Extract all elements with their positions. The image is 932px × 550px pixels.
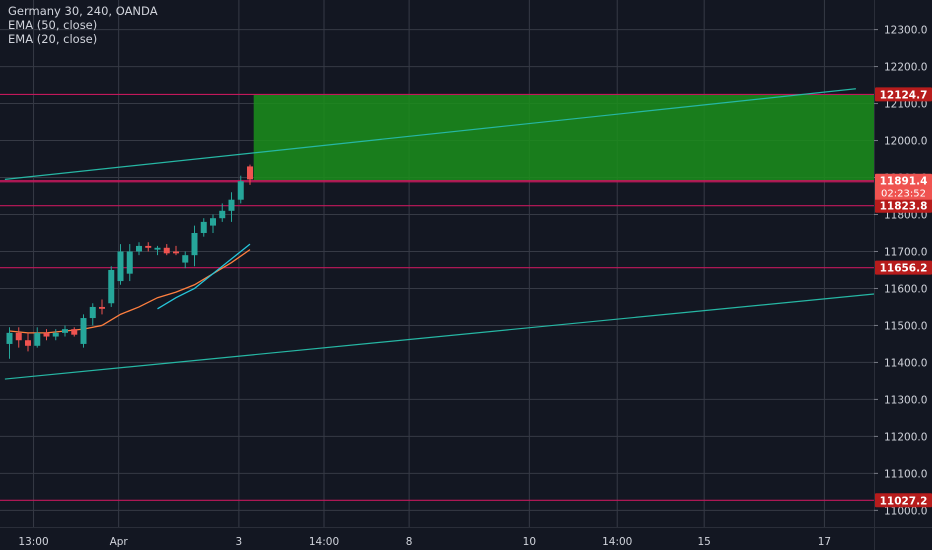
x-tick-label: 17 [818, 536, 831, 548]
level-price-label: 11656.2 [880, 263, 928, 275]
level-price-label: 11823.8 [880, 201, 928, 213]
y-tick-label: 11600.0 [884, 283, 927, 295]
candle-body [108, 269, 115, 304]
candle-body [52, 332, 59, 337]
trendline[interactable] [4, 293, 875, 380]
current-price-label-bg [875, 173, 932, 188]
candles [6, 164, 253, 359]
y-tick-label: 12000.0 [884, 136, 927, 148]
trendlines[interactable] [4, 88, 875, 380]
horizontal-levels[interactable] [0, 93, 874, 501]
countdown-label: 02:23:52 [881, 189, 926, 200]
candle-body [126, 251, 133, 274]
candle-body [191, 232, 198, 256]
countdown-bg [875, 186, 932, 200]
y-tick-label: 11700.0 [884, 246, 927, 258]
y-tick-label: 11000.0 [884, 505, 927, 517]
candle-body [136, 245, 142, 252]
x-tick-label: 8 [406, 536, 413, 548]
candle-body [154, 247, 161, 250]
candle-body [34, 332, 41, 346]
y-tick-label: 11500.0 [884, 320, 927, 332]
candle-body [145, 245, 152, 248]
price-labels: 12124.711888.411823.811656.211027.211891… [875, 87, 932, 508]
current-price-label: 11891.4 [880, 176, 928, 188]
target-zone[interactable] [253, 94, 874, 181]
chart-title[interactable]: Germany 30, 240, OANDA [8, 4, 158, 18]
candle-body [173, 251, 179, 254]
candle-body [80, 318, 87, 344]
candle-body [15, 332, 22, 341]
candle-body [163, 247, 170, 254]
level-price-label-bg [875, 493, 932, 508]
legend-ema-50[interactable]: EMA (50, close) [8, 18, 98, 32]
candle-body [210, 218, 216, 226]
candle-body [200, 221, 207, 233]
trendline[interactable] [4, 88, 856, 180]
candle-body [99, 306, 105, 309]
level-price-label: 12124.7 [880, 89, 928, 101]
y-tick-label: 12200.0 [884, 62, 927, 74]
y-tick-label: 11300.0 [884, 394, 927, 406]
y-tick-label: 12300.0 [884, 25, 927, 37]
x-tick-label: 3 [236, 536, 243, 548]
candle-body [43, 332, 50, 337]
x-tick-label: 10 [523, 536, 536, 548]
candle-body [117, 251, 124, 282]
candle-body [182, 255, 189, 263]
ema-50-line [157, 243, 251, 310]
level-price-label-bg [875, 260, 932, 275]
level-price-label: 11027.2 [880, 495, 928, 507]
candle-body [247, 166, 253, 180]
y-tick-label: 11100.0 [884, 468, 927, 480]
chart-legend: Germany 30, 240, OANDA EMA (50, close) E… [8, 4, 158, 46]
candle-body [6, 332, 13, 344]
candle-body [25, 340, 31, 346]
y-tick-label: 12100.0 [884, 99, 927, 111]
x-tick-label: 14:00 [602, 536, 632, 548]
level-price-label-bg [875, 198, 932, 213]
candle-body [71, 329, 78, 335]
x-tick-label: 15 [697, 536, 710, 548]
x-tick-label: Apr [110, 536, 129, 548]
candle-body [228, 199, 235, 211]
level-price-label-bg [875, 87, 932, 102]
target-zone-layer[interactable] [253, 94, 874, 181]
ema-20-line [101, 249, 251, 327]
x-tick-label: 13:00 [18, 536, 48, 548]
y-tick-label: 11400.0 [884, 357, 927, 369]
candle-body [219, 210, 226, 219]
candle-body [89, 306, 96, 319]
y-tick-label: 11200.0 [884, 431, 927, 443]
candle-body [62, 329, 68, 333]
legend-ema-20[interactable]: EMA (20, close) [8, 32, 98, 46]
candle-body [237, 181, 244, 200]
x-tick-label: 14:00 [309, 536, 339, 548]
grid [0, 0, 874, 527]
